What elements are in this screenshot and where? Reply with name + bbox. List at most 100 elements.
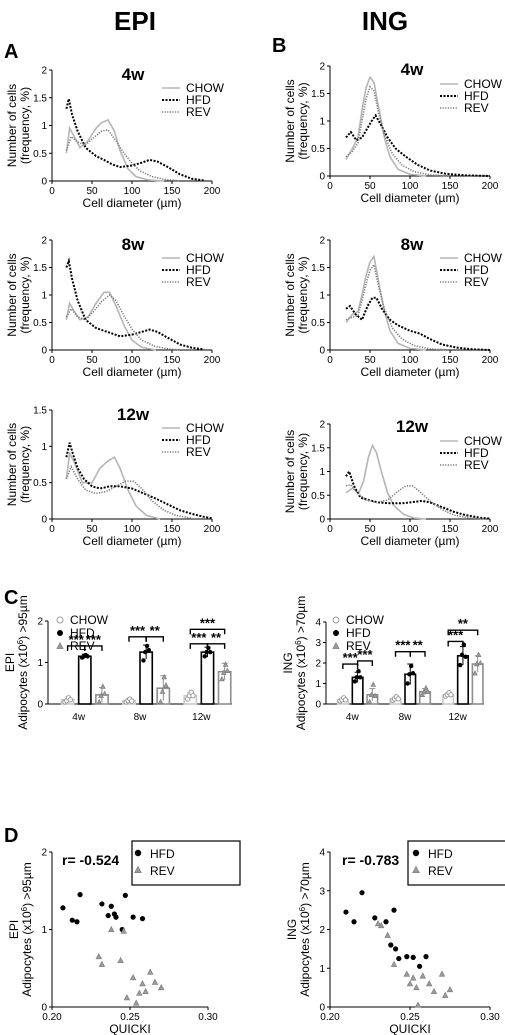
data-point [74, 919, 80, 925]
y-tick-label: 2 [315, 659, 321, 670]
x-tick-label: 50 [86, 186, 98, 197]
y-tick-label: 1 [319, 117, 325, 128]
data-point [157, 984, 165, 991]
col-title-epi: EPI [114, 6, 156, 36]
timepoint-label: 8w [401, 235, 424, 254]
data-point [147, 968, 154, 975]
x-tick-label: 150 [442, 181, 459, 192]
x-tick-label: 50 [86, 524, 98, 535]
legend-box [407, 840, 505, 886]
data-point [438, 970, 446, 977]
y-tick-label: 2 [319, 62, 325, 73]
series-line-rev [65, 129, 181, 182]
y-tick-label: 1.5 [33, 263, 47, 274]
y-axis-title: Number of cells [283, 253, 297, 336]
legend-label-rev: REV [70, 639, 95, 653]
y-axis-title: (frequency, %) [18, 426, 32, 503]
data-point [96, 698, 103, 705]
data-point [224, 667, 231, 673]
x-axis-title: Cell diameter (µm) [83, 365, 182, 379]
data-point [139, 916, 146, 922]
series-line-hfd [65, 257, 205, 351]
significance-label: *** [130, 623, 146, 638]
x-tick-label: 4w [346, 712, 360, 723]
x-tick-label: 100 [124, 355, 141, 366]
data-point [354, 675, 359, 680]
y-axis-title-tissue: EPI [7, 920, 21, 939]
data-point [405, 681, 410, 686]
legend-label-rev: REV [428, 864, 453, 878]
legend-label-hfd: HFD [186, 93, 211, 107]
panel-letter-b: B [272, 35, 286, 57]
x-tick-label: 0.30 [198, 1012, 218, 1023]
data-point [423, 954, 429, 960]
legend-label-hfd: HFD [464, 263, 489, 277]
x-tick-label: 50 [364, 181, 376, 192]
data-point [202, 654, 207, 659]
y-axis-title-tissue: EPI [3, 653, 17, 672]
y-tick-label: 2 [319, 925, 325, 936]
y-tick-label: 0 [319, 1003, 325, 1014]
x-tick-label: 150 [442, 524, 459, 535]
significance-label: *** [395, 638, 411, 653]
x-tick-label: 100 [124, 524, 141, 535]
y-tick-label: 0.5 [33, 318, 47, 329]
y-tick-label: 0.5 [311, 144, 325, 155]
x-tick-label: 4w [72, 712, 86, 723]
data-point [100, 683, 106, 689]
data-point [144, 643, 150, 649]
y-tick-label: 0 [41, 177, 47, 188]
series-line-hfd [345, 296, 491, 351]
y-tick-label: 1.5 [311, 443, 325, 454]
y-tick-label: 2 [41, 236, 47, 247]
series-line-hfd [65, 98, 205, 182]
data-point [332, 641, 340, 649]
legend-label-hfd: HFD [428, 847, 453, 861]
significance-bracket [447, 629, 479, 636]
data-point [122, 892, 128, 899]
x-tick-label: 150 [164, 524, 181, 535]
y-tick-label: 1 [41, 121, 47, 132]
data-point [57, 630, 63, 636]
y-tick-label: 2 [319, 236, 325, 247]
data-point [477, 659, 484, 666]
legend-label-rev: REV [464, 275, 489, 289]
y-tick-label: 0.5 [33, 149, 47, 160]
data-point [128, 698, 135, 704]
data-point [204, 649, 209, 655]
y-axis-title: Number of cells [5, 84, 19, 167]
y-tick-label: 0 [41, 1003, 47, 1014]
data-point [366, 698, 373, 705]
x-tick-label: 12w [448, 712, 467, 723]
significance-bracket [356, 660, 374, 666]
x-tick-label: 200 [204, 355, 221, 366]
timepoint-label: 12w [396, 417, 429, 436]
y-tick-label: 1 [319, 964, 325, 975]
data-point [333, 630, 339, 636]
significance-label: *** [357, 647, 373, 662]
y-axis-title: Number of cells [5, 423, 19, 506]
x-tick-label: 8w [399, 712, 413, 723]
data-point [163, 682, 169, 688]
y-tick-label: 0 [37, 700, 43, 711]
y-tick-label: 1.5 [311, 89, 325, 100]
data-point [143, 649, 148, 655]
data-point [67, 697, 74, 703]
bar-hfd [200, 651, 215, 705]
timepoint-label: 12w [117, 405, 150, 424]
data-point [134, 849, 142, 857]
data-point [351, 919, 357, 925]
data-point [359, 890, 365, 896]
x-tick-label: 12w [192, 712, 211, 723]
timepoint-label: 4w [122, 65, 145, 84]
legend-label-chow: CHOW [186, 251, 225, 265]
legend-label-chow: CHOW [464, 77, 503, 91]
data-point [343, 909, 349, 915]
y-tick-label: 0 [319, 346, 325, 357]
series-line-rev [345, 483, 487, 520]
legend-label-chow: CHOW [464, 251, 503, 265]
y-tick-label: 0.5 [311, 318, 325, 329]
